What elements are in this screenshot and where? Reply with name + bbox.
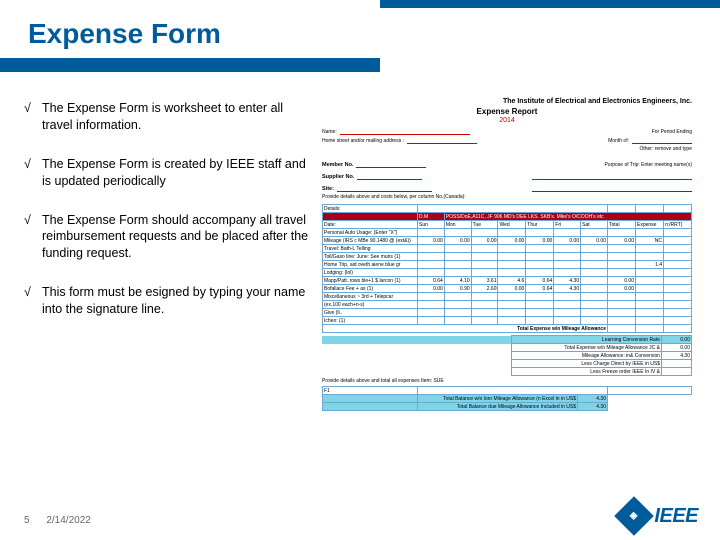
header-accent-bar xyxy=(380,0,720,8)
summary-row: Total Expense w/o Mileage Allowance JC &… xyxy=(322,344,692,352)
field-underline xyxy=(532,173,692,180)
table-red-header: D.M POSS/DoE,A11C, JF 906 MD's DEE LKS. … xyxy=(323,213,692,221)
field-label: Other: remove and type xyxy=(639,146,692,152)
check-icon: √ xyxy=(24,212,42,263)
table-row: (ex.100 each+n-s) xyxy=(323,301,692,309)
field-label: Site: xyxy=(322,186,334,192)
header-band: Expense Form xyxy=(0,0,720,70)
bullet-text: This form must be esigned by typing your… xyxy=(42,284,314,318)
bullet-text: The Expense Form should accompany all tr… xyxy=(42,212,314,263)
report-row: Home street and/or mailing address : Mon… xyxy=(322,137,692,144)
expense-table: Details: D.M POSS/DoE,A11C, JF 906 MD's … xyxy=(322,204,692,333)
field-underline xyxy=(340,128,470,135)
field-underline xyxy=(357,173,422,180)
field-label: For Period Ending xyxy=(652,129,692,135)
summary-row: Less Freeze order IEEE In IV & xyxy=(322,368,692,376)
field-label: Supplier No. xyxy=(322,174,354,180)
field-label: Name: xyxy=(322,129,337,135)
page-title: Expense Form xyxy=(28,18,221,50)
balance-row: Total Balance w/o loro Mileage Allowance… xyxy=(323,395,692,403)
bullet-item: √ The Expense Form should accompany all … xyxy=(24,212,314,263)
th: POSS/DoE,A11C, JF 906 MD's DEE LKS. SKB'… xyxy=(444,213,691,221)
table-row: Lodging: (lol) xyxy=(323,269,692,277)
sig-row: F1 xyxy=(323,387,692,395)
header-underline xyxy=(0,58,380,72)
check-icon: √ xyxy=(24,284,42,318)
table-row: Icheo: (1) xyxy=(323,317,692,325)
table-day-header: Date: Sun Mon Tue Wed Thur Fri Sat Total… xyxy=(323,221,692,229)
field-underline xyxy=(407,137,477,144)
table-row: Toll/Gaso line: June: See muns (1) xyxy=(323,253,692,261)
ieee-logo: ◈ IEEE xyxy=(620,502,698,530)
table-row: Give (ll.. xyxy=(323,309,692,317)
table-row: Home Trip, aid oveth aiene blue gr1.4 xyxy=(323,261,692,269)
subtotal-row: Total Expense w/o Mileage Allowance xyxy=(323,325,692,333)
slide-footer: 5 2/14/2022 xyxy=(24,515,105,526)
balance-table: F1 Total Balance w/o loro Mileage Allowa… xyxy=(322,386,692,411)
report-row: Supplier No. xyxy=(322,170,692,180)
check-icon: √ xyxy=(24,156,42,190)
balance-row: Total Balance due Mileage Allowance Incl… xyxy=(323,403,692,411)
check-icon: √ xyxy=(24,100,42,134)
field-label: Month of: xyxy=(608,138,629,144)
footer-date: 2/14/2022 xyxy=(46,515,91,526)
bullet-item: √ This form must be esigned by typing yo… xyxy=(24,284,314,318)
report-row: Name: For Period Ending xyxy=(322,128,692,135)
summary-table: Learning Conversion Rate0.00Total Expens… xyxy=(322,335,692,376)
th: D.M xyxy=(418,213,445,221)
logo-text: IEEE xyxy=(654,505,698,528)
expense-report-thumbnail: The Institute of Electrical and Electron… xyxy=(322,98,692,418)
field-label: Home street and/or mailing address : xyxy=(322,138,404,144)
field-underline xyxy=(356,161,426,168)
summary-row: Mileage Allowance: in& Conversion4.30 xyxy=(322,352,692,360)
summary-row: Less Charge Direct by IEEE in US$ xyxy=(322,360,692,368)
field-label: Member No. xyxy=(322,162,353,168)
page-number: 5 xyxy=(24,515,30,526)
report-year: 2014 xyxy=(322,117,692,124)
summary-row: Learning Conversion Rate0.00 xyxy=(322,336,692,344)
field-label: Purpose of Trip: Enter meeting name(s) xyxy=(604,162,692,168)
table-row: Mapp/Patt..rows ble+1 $ larcon (1)0.644.… xyxy=(323,277,692,285)
field-underline xyxy=(337,185,432,192)
table-row: Mileage (IRS c MBe 90.1480 @ (ext&))0.00… xyxy=(323,237,692,245)
table-row: Miscellaneous ~ 3rd + Telepcar xyxy=(323,293,692,301)
bullets-region: √ The Expense Form is worksheet to enter… xyxy=(24,100,314,340)
report-row: Site: xyxy=(322,182,692,192)
bullet-item: √ The Expense Form is worksheet to enter… xyxy=(24,100,314,134)
bullet-text: The Expense Form is worksheet to enter a… xyxy=(42,100,314,134)
table-row: Bofallace Fee + as (1)0.000.902.600.000.… xyxy=(323,285,692,293)
field-underline xyxy=(532,185,692,192)
report-org: The Institute of Electrical and Electron… xyxy=(322,98,692,105)
table-row: Personal Auto Usage: (Enter "X") xyxy=(323,229,692,237)
report-row: Member No. Purpose of Trip: Enter meetin… xyxy=(322,158,692,168)
note-text: Provide details above and total all expe… xyxy=(322,378,692,384)
instruction-text: Provide details above and costs below, p… xyxy=(322,194,692,200)
report-title: Expense Report xyxy=(322,107,692,116)
logo-diamond-icon: ◈ xyxy=(615,496,655,536)
th: Details: xyxy=(323,205,418,213)
bullet-text: The Expense Form is created by IEEE staf… xyxy=(42,156,314,190)
table-header-row: Details: xyxy=(323,205,692,213)
table-row: Travel: Bath-L Telling xyxy=(323,245,692,253)
field-underline xyxy=(632,137,692,144)
report-row: Other: remove and type xyxy=(322,146,692,152)
bullet-item: √ The Expense Form is created by IEEE st… xyxy=(24,156,314,190)
